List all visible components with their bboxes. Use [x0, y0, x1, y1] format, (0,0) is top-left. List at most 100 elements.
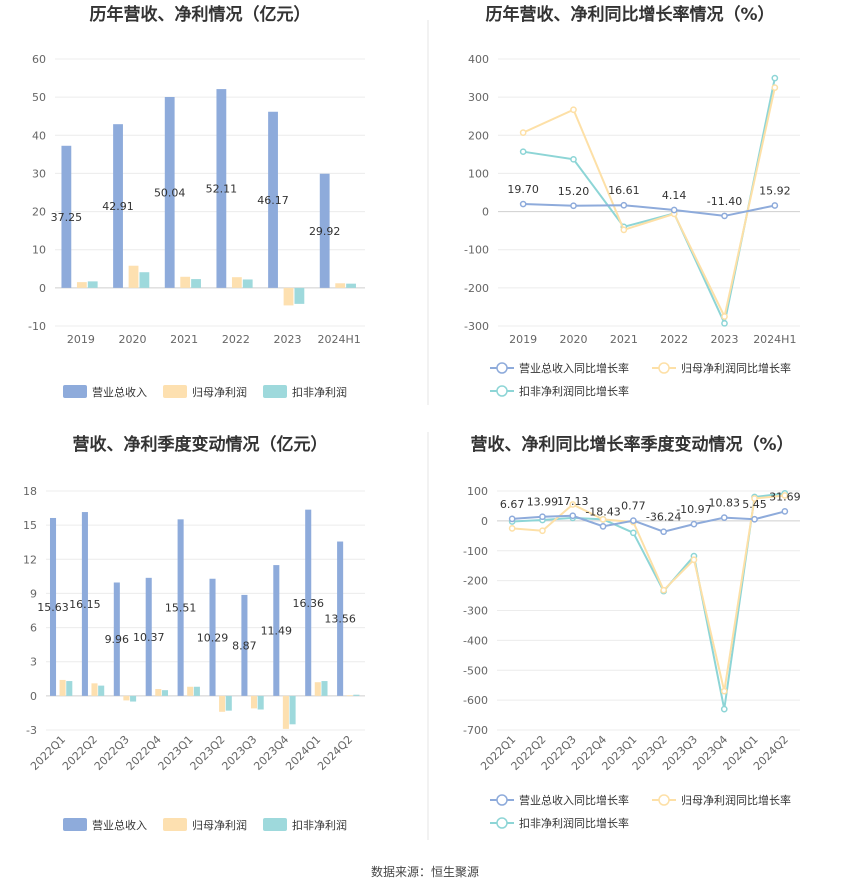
y-tick-label: -200	[464, 282, 489, 295]
series-line-net-profit	[522, 87, 776, 320]
series-point	[720, 687, 728, 695]
series-point	[570, 106, 577, 114]
bar-net-profit	[76, 282, 87, 288]
y-tick-label: -300	[464, 320, 489, 333]
y-tick-label: 100	[467, 485, 488, 498]
x-tick-label: 2023	[711, 333, 739, 346]
data-label: 50.04	[154, 186, 186, 199]
series-point	[519, 129, 527, 136]
legend-swatch	[263, 818, 287, 831]
bar-revenue	[241, 594, 248, 696]
bar-revenue	[216, 89, 227, 288]
x-tick-label: 2020	[119, 333, 147, 346]
series-line-revenue	[512, 510, 786, 533]
legend-label: 扣非净利润同比增长率	[519, 816, 629, 830]
bar-net-profit	[155, 689, 162, 696]
series-point	[781, 508, 789, 515]
y-tick-label: 0	[30, 690, 37, 703]
series-point	[771, 84, 779, 91]
series-point	[660, 586, 668, 594]
legend-label: 归母净利润同比增长率	[681, 793, 791, 807]
series-point	[771, 202, 779, 209]
bar-deducted-profit	[257, 695, 264, 710]
bar-net-profit	[231, 277, 242, 288]
data-label: 15.51	[165, 602, 197, 615]
y-tick-label: -3	[26, 724, 37, 737]
series-point	[508, 515, 516, 523]
legend-marker	[496, 385, 508, 397]
bar-deducted-profit	[225, 695, 232, 711]
data-label: 5.45	[742, 498, 767, 511]
bar-revenue	[305, 509, 312, 696]
y-tick-label: 40	[32, 129, 46, 142]
data-label: -11.40	[707, 195, 742, 208]
x-tick-label: 2022	[660, 333, 688, 346]
chart-title: 历年营收、净利同比增长率情况（%）	[485, 4, 774, 25]
bar-revenue	[49, 517, 57, 696]
bar-deducted-profit	[87, 281, 98, 288]
y-tick-label: -10	[28, 320, 46, 333]
data-label: 13.99	[527, 496, 559, 509]
y-tick-label: 15	[23, 519, 37, 532]
bar-revenue	[268, 111, 278, 288]
data-label: -36.24	[646, 511, 681, 524]
data-label: 15.20	[558, 185, 590, 198]
y-tick-label: -300	[463, 605, 488, 618]
y-tick-label: 0	[482, 206, 489, 219]
x-tick-label: 2022	[222, 333, 250, 346]
data-label: 37.25	[51, 211, 83, 224]
series-point	[599, 516, 607, 523]
bar-deducted-profit	[130, 695, 137, 702]
bar-net-profit	[282, 695, 289, 729]
data-label: 0.77	[621, 500, 646, 513]
legend-swatch	[163, 385, 187, 398]
bar-deducted-profit	[191, 279, 201, 288]
data-label: 11.49	[261, 624, 293, 637]
series-point	[690, 520, 698, 528]
y-tick-label: -700	[463, 724, 488, 737]
series-point	[751, 495, 758, 502]
legend-label: 营业总收入同比增长率	[519, 361, 629, 375]
y-tick-label: 6	[30, 622, 37, 635]
series-point	[720, 705, 728, 713]
y-tick-label: -500	[463, 664, 488, 677]
bar-revenue	[61, 145, 72, 288]
series-point	[508, 524, 516, 532]
bar-deducted-profit	[321, 681, 328, 696]
bar-deducted-profit	[66, 681, 73, 696]
series-point	[771, 74, 779, 82]
data-label: 29.92	[309, 225, 341, 238]
y-tick-label: -600	[463, 694, 488, 707]
series-point	[570, 155, 577, 163]
y-tick-label: 0	[481, 515, 488, 528]
data-label: 15.92	[759, 184, 791, 197]
series-point	[569, 512, 577, 520]
series-point	[690, 556, 698, 564]
data-label: 16.36	[292, 597, 324, 610]
data-label: 15.63	[37, 601, 69, 614]
y-tick-label: 60	[32, 53, 46, 66]
legend-marker	[658, 794, 670, 806]
y-tick-label: -400	[463, 634, 488, 647]
series-point	[569, 501, 577, 508]
bar-revenue	[209, 578, 216, 696]
legend-marker	[496, 362, 508, 374]
x-tick-label: 2024Q2	[315, 733, 355, 773]
y-tick-label: 20	[32, 206, 46, 219]
data-label: 52.11	[206, 182, 238, 195]
y-tick-label: 400	[468, 53, 489, 66]
data-label: 16.15	[69, 598, 101, 611]
series-point	[720, 514, 728, 521]
series-point	[539, 513, 546, 521]
data-label: 16.61	[608, 184, 640, 197]
series-point	[660, 528, 668, 536]
bar-deducted-profit	[294, 287, 305, 304]
data-label: 17.13	[557, 495, 589, 508]
series-line-deducted-profit	[512, 492, 785, 710]
data-label: 31.69	[769, 490, 801, 503]
x-tick-label: 2020	[560, 333, 588, 346]
y-tick-label: 200	[468, 129, 489, 142]
y-tick-label: 300	[468, 91, 489, 104]
x-tick-label: 2019	[67, 333, 95, 346]
